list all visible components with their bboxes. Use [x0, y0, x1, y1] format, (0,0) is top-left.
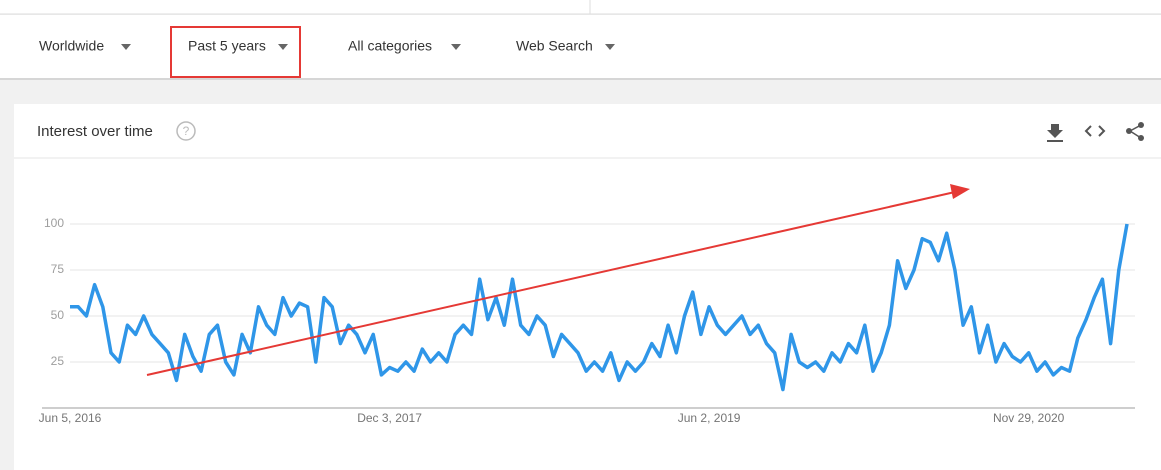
embed-icon[interactable]	[1084, 125, 1106, 137]
card-title: Interest over time	[37, 123, 153, 140]
card	[14, 104, 1161, 470]
download-glyph[interactable]	[1047, 124, 1063, 138]
x-tick-label: Nov 29, 2020	[993, 411, 1065, 425]
help-icon[interactable]	[176, 121, 196, 141]
share-dot[interactable]	[1138, 135, 1144, 141]
download-base[interactable]	[1047, 140, 1063, 142]
y-tick-label: 25	[51, 354, 65, 368]
y-tick-label: 100	[44, 216, 64, 230]
dropdown-arrow[interactable]	[121, 44, 131, 50]
filter-bar	[0, 15, 1161, 78]
x-tick-label: Dec 3, 2017	[357, 411, 422, 425]
help-icon-glyph[interactable]: ?	[183, 124, 190, 138]
filter-bar-shadow	[0, 78, 1161, 80]
arrow-shaft	[146, 191, 956, 376]
share-dot[interactable]	[1126, 128, 1132, 134]
dropdown-arrow[interactable]	[605, 44, 615, 50]
dropdown-arrow[interactable]	[278, 44, 288, 50]
share-icon[interactable]	[1126, 122, 1144, 141]
trend-arrow	[146, 184, 970, 376]
filter-location[interactable]: Worldwide	[39, 38, 104, 54]
dropdown-arrow[interactable]	[451, 44, 461, 50]
filter-time[interactable]: Past 5 years	[188, 38, 266, 54]
x-tick-label: Jun 2, 2019	[678, 411, 741, 425]
y-tick-label: 50	[51, 308, 65, 322]
highlight-box	[170, 26, 301, 78]
arrow-head	[950, 184, 970, 199]
filter-search-type[interactable]: Web Search	[516, 38, 593, 54]
y-tick-label: 75	[51, 262, 65, 276]
x-tick-label: Jun 5, 2016	[39, 411, 102, 425]
plot: 25 50 75 100 Jun 5, 2016 Dec 3, 2017 Jun 2, 20…	[39, 216, 1135, 425]
share-dot[interactable]	[1138, 122, 1144, 128]
trend-line	[70, 223, 1129, 392]
download-icon[interactable]	[1047, 124, 1063, 142]
filter-category[interactable]: All categories	[348, 38, 432, 54]
top-strip	[0, 0, 1161, 14]
